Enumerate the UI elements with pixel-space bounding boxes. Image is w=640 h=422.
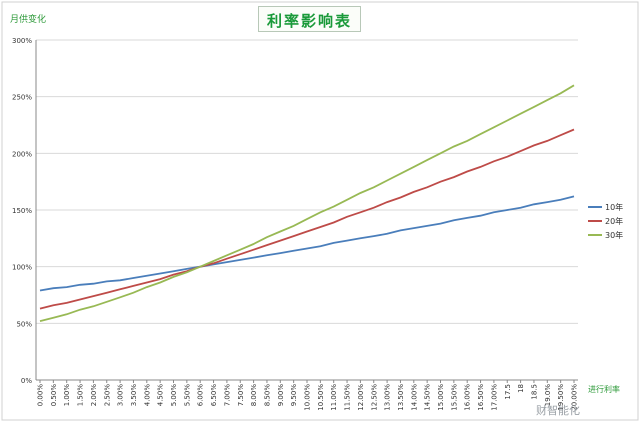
x-tick-label: 0.00% (37, 384, 45, 407)
x-tick-label: 8.50% (263, 384, 271, 407)
legend-label: 20年 (605, 216, 623, 226)
x-tick-label: 15.50% (450, 384, 458, 411)
legend-label: 30年 (605, 230, 623, 240)
x-tick-label: 3.00% (117, 384, 125, 407)
x-tick-label: 7.50% (237, 384, 245, 407)
y-tick-label: 100% (12, 264, 32, 272)
x-tick-label: 9.50% (290, 384, 298, 407)
x-tick-label: 7.00% (223, 384, 231, 407)
x-tick-label: 8.00% (250, 384, 258, 407)
x-tick-label: 12.50% (370, 384, 378, 411)
x-tick-label: 18.5 (530, 384, 538, 400)
x-tick-label: 3.50% (130, 384, 138, 407)
x-tick-label: 11.50% (344, 384, 352, 411)
x-tick-label: 6.00% (197, 384, 205, 407)
chart-title: 利率影响表 (258, 6, 362, 32)
x-tick-label: 6.50% (210, 384, 218, 407)
x-tick-label: 16.00% (464, 384, 472, 411)
x-tick-label: 1.00% (63, 384, 71, 407)
x-tick-label: 12.00% (357, 384, 365, 411)
x-axis-title: 进行利率 (588, 385, 620, 394)
series-line (39, 84, 575, 322)
x-tick-label: 13.00% (384, 384, 392, 411)
y-tick-label: 250% (12, 94, 32, 102)
x-tick-label: 14.00% (410, 384, 418, 411)
y-tick-label: 0% (21, 377, 32, 385)
series-line (39, 128, 575, 310)
x-tick-label: 2.50% (103, 384, 111, 407)
series-line (39, 195, 575, 292)
x-tick-label: 2.00% (90, 384, 98, 407)
y-tick-label: 50% (16, 320, 32, 328)
x-tick-label: 19.50% (557, 384, 565, 411)
x-tick-label: 10.50% (317, 384, 325, 411)
y-tick-label: 150% (12, 207, 32, 215)
x-tick-label: 16.50% (477, 384, 485, 411)
x-tick-label: 18 (517, 384, 525, 393)
x-tick-label: 17.5 (504, 384, 512, 400)
x-tick-label: 1.50% (77, 384, 85, 407)
x-tick-label: 9.00% (277, 384, 285, 407)
x-tick-label: 20.00% (571, 384, 579, 411)
y-tick-label: 200% (12, 150, 32, 158)
x-tick-label: 17.00% (490, 384, 498, 411)
watermark-text: 财智能化 (536, 404, 580, 417)
x-tick-label: 13.50% (397, 384, 405, 411)
x-tick-label: 5.50% (183, 384, 191, 407)
x-tick-label: 15.00% (437, 384, 445, 411)
x-tick-label: 19.0% (544, 384, 552, 407)
x-tick-label: 11.00% (330, 384, 338, 411)
x-tick-label: 5.00% (170, 384, 178, 407)
legend-label: 10年 (605, 202, 623, 212)
x-tick-label: 4.50% (157, 384, 165, 407)
x-tick-label: 4.00% (143, 384, 151, 407)
y-tick-label: 300% (12, 37, 32, 45)
x-tick-label: 14.50% (424, 384, 432, 411)
x-tick-label: 0.50% (50, 384, 58, 407)
y-axis-title: 月供变化 (10, 15, 47, 25)
x-tick-label: 10.00% (304, 384, 312, 411)
